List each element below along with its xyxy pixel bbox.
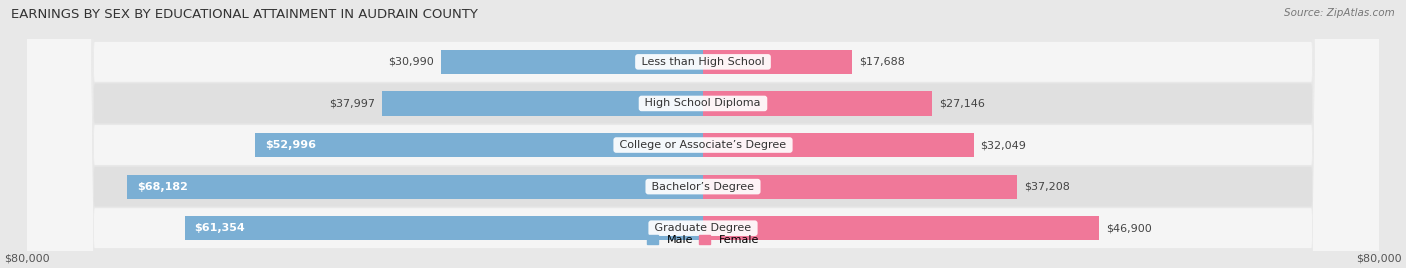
Text: College or Associate’s Degree: College or Associate’s Degree: [616, 140, 790, 150]
Text: Bachelor’s Degree: Bachelor’s Degree: [648, 182, 758, 192]
Text: $37,208: $37,208: [1024, 182, 1070, 192]
FancyBboxPatch shape: [27, 0, 1379, 268]
FancyBboxPatch shape: [27, 0, 1379, 268]
Bar: [703, 216, 1099, 240]
Text: $52,996: $52,996: [266, 140, 316, 150]
Text: $46,900: $46,900: [1107, 223, 1152, 233]
FancyBboxPatch shape: [27, 0, 1379, 268]
Text: Graduate Degree: Graduate Degree: [651, 223, 755, 233]
FancyBboxPatch shape: [27, 0, 1379, 268]
Text: $32,049: $32,049: [980, 140, 1026, 150]
Text: EARNINGS BY SEX BY EDUCATIONAL ATTAINMENT IN AUDRAIN COUNTY: EARNINGS BY SEX BY EDUCATIONAL ATTAINMEN…: [11, 8, 478, 21]
Bar: [441, 50, 703, 74]
Legend: Male, Female: Male, Female: [643, 231, 763, 250]
Bar: [703, 133, 974, 157]
Text: $17,688: $17,688: [859, 57, 905, 67]
Text: Less than High School: Less than High School: [638, 57, 768, 67]
Text: $37,997: $37,997: [329, 98, 375, 109]
Bar: [254, 133, 703, 157]
Text: $68,182: $68,182: [136, 182, 188, 192]
FancyBboxPatch shape: [27, 0, 1379, 268]
Bar: [703, 50, 852, 74]
Bar: [703, 174, 1018, 199]
Bar: [184, 216, 703, 240]
Text: $61,354: $61,354: [194, 223, 246, 233]
Text: $27,146: $27,146: [939, 98, 986, 109]
Text: Source: ZipAtlas.com: Source: ZipAtlas.com: [1284, 8, 1395, 18]
Bar: [127, 174, 703, 199]
Bar: [703, 91, 932, 116]
Text: $30,990: $30,990: [388, 57, 434, 67]
Bar: [382, 91, 703, 116]
Text: High School Diploma: High School Diploma: [641, 98, 765, 109]
